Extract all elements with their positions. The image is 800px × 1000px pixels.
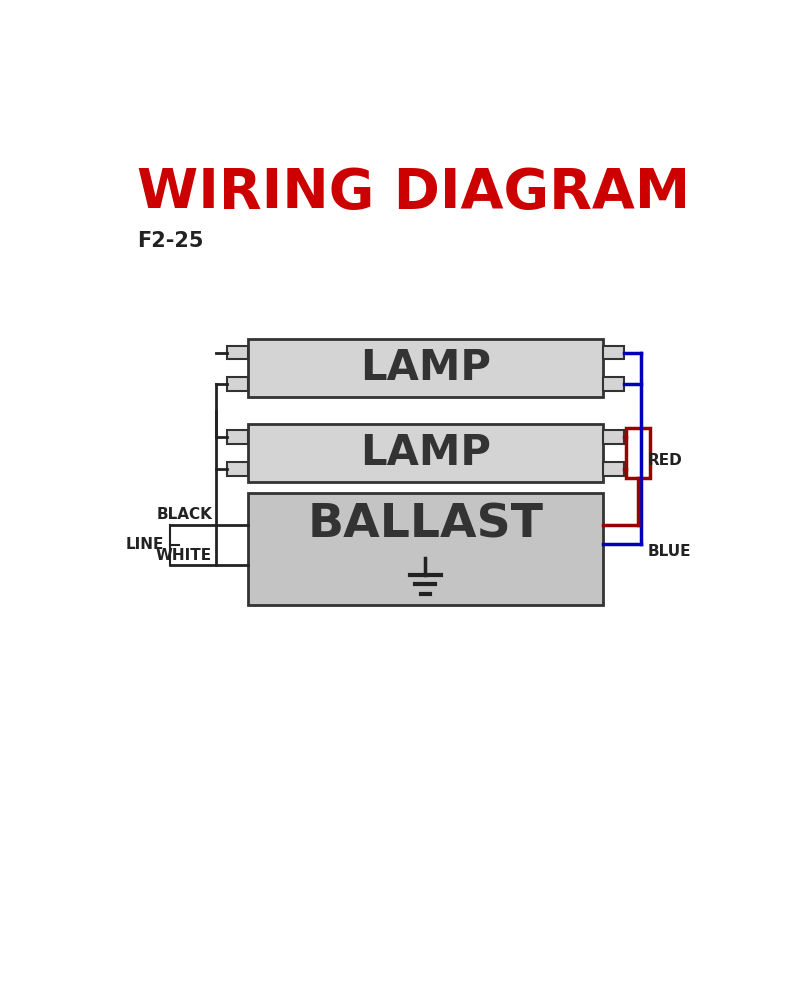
Text: LAMP: LAMP (360, 432, 491, 474)
Text: F2-25: F2-25 (137, 231, 203, 251)
Text: BALLAST: BALLAST (307, 502, 543, 547)
Bar (626, 428, 650, 478)
Bar (248, 339, 602, 397)
Bar (602, 346, 624, 359)
Text: BLUE: BLUE (647, 544, 690, 559)
Text: RED: RED (647, 453, 682, 468)
Bar (226, 462, 248, 476)
Text: BLACK: BLACK (156, 507, 212, 522)
Bar (248, 424, 602, 482)
Bar (226, 346, 248, 359)
Bar (602, 377, 624, 391)
Bar (226, 377, 248, 391)
Text: WIRING DIAGRAM: WIRING DIAGRAM (137, 166, 690, 220)
Text: LAMP: LAMP (360, 347, 491, 389)
Text: WHITE: WHITE (156, 548, 212, 563)
Bar (602, 462, 624, 476)
Bar (226, 430, 248, 444)
Text: LINE: LINE (126, 537, 163, 552)
Bar (248, 493, 602, 605)
Bar (602, 430, 624, 444)
